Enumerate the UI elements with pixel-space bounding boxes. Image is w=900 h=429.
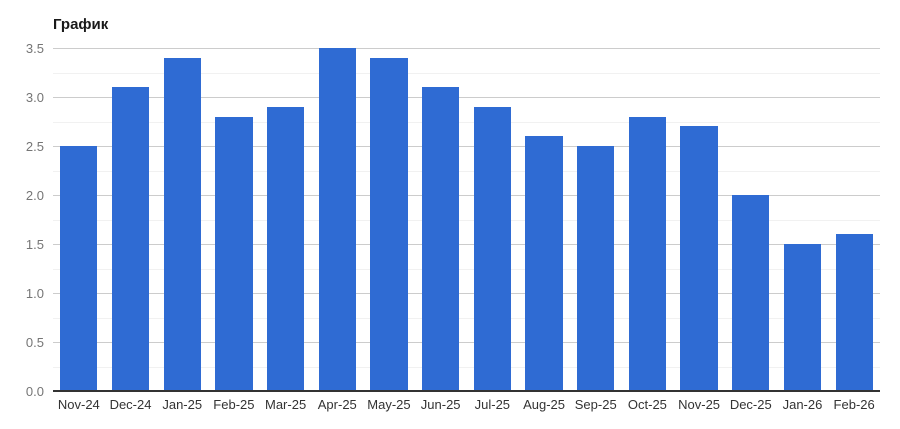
bar-slot <box>673 48 725 391</box>
x-axis-category-label: Oct-25 <box>627 397 667 412</box>
bar-Nov-24[interactable] <box>60 146 98 391</box>
gridline-major <box>53 146 880 147</box>
bar-Apr-25[interactable] <box>318 48 356 391</box>
bar-slot <box>156 48 208 391</box>
gridline-minor <box>53 121 880 123</box>
bar-slot <box>570 48 622 391</box>
gridline-minor <box>53 170 880 172</box>
x-axis-category-label: Nov-25 <box>678 397 721 412</box>
gridline-minor <box>53 72 880 74</box>
x-axis-category-label: Feb-26 <box>833 397 875 412</box>
y-axis-tick-label: 1.5 <box>25 237 44 252</box>
x-axis-category-label: Aug-25 <box>523 397 565 412</box>
gridline-major <box>53 195 880 196</box>
x-axis: Nov-24 Dec-24 Jan-25 Feb-25 Mar-25 Apr-25 May-… <box>53 397 880 412</box>
bar-Oct-25[interactable] <box>628 116 666 391</box>
gridline-major <box>53 293 880 294</box>
bar-slot <box>363 48 415 391</box>
x-axis-category-label: Apr-25 <box>317 397 357 412</box>
x-axis-category-label: Dec-25 <box>729 397 772 412</box>
x-axis-category-label: Jan-26 <box>782 397 823 412</box>
y-axis-tick-label: 0.0 <box>25 384 44 399</box>
y-axis-tick-label: 1.0 <box>25 286 44 301</box>
bar-Dec-25[interactable] <box>732 195 770 391</box>
bar-slot <box>518 48 570 391</box>
y-axis-tick-label: 2.5 <box>25 139 44 154</box>
bar-Mar-25[interactable] <box>266 106 305 391</box>
chart-title: График <box>53 16 109 33</box>
bar-slot <box>828 48 880 391</box>
bar-Jan-25[interactable] <box>163 57 201 391</box>
bar-Feb-25[interactable] <box>215 116 253 391</box>
bar-slot <box>53 48 105 391</box>
gridline-major <box>53 342 880 343</box>
gridline-major <box>53 97 880 98</box>
bar-slot <box>725 48 777 391</box>
gridline-major <box>53 244 880 245</box>
gridline-minor <box>53 366 880 368</box>
bar-Jun-25[interactable] <box>422 87 460 391</box>
x-axis-category-label: Feb-25 <box>213 397 255 412</box>
bar-slot <box>208 48 260 391</box>
bar-Feb-26[interactable] <box>835 234 873 391</box>
bar-May-25[interactable] <box>370 57 408 391</box>
y-axis-tick-label: 3.0 <box>25 90 44 105</box>
bar-Nov-25[interactable] <box>680 126 718 391</box>
bars-row <box>53 48 880 391</box>
x-axis-category-label: Nov-24 <box>57 397 100 412</box>
x-axis-category-label: Dec-24 <box>109 397 152 412</box>
bar-Aug-25[interactable] <box>525 136 563 391</box>
bar-slot <box>105 48 157 391</box>
bar-slot <box>777 48 829 391</box>
x-axis-baseline <box>53 390 880 392</box>
y-axis-tick-label: 2.0 <box>25 188 44 203</box>
bar-Jul-25[interactable] <box>473 106 511 391</box>
gridline-major <box>53 48 880 49</box>
x-axis-category-label: Sep-25 <box>574 397 617 412</box>
plot-area <box>53 48 880 392</box>
y-axis-tick-label: 3.5 <box>25 41 44 56</box>
gridline-minor <box>53 268 880 270</box>
bar-Jan-26[interactable] <box>783 244 822 391</box>
gridline-minor <box>53 219 880 221</box>
bar-slot <box>415 48 467 391</box>
bar-slot <box>622 48 674 391</box>
x-axis-category-label: Jun-25 <box>420 397 461 412</box>
bar-slot <box>260 48 312 391</box>
y-axis-tick-label: 0.5 <box>25 335 44 350</box>
gridline-minor <box>53 317 880 319</box>
x-axis-category-label: May-25 <box>367 397 411 412</box>
bar-slot <box>311 48 363 391</box>
bar-slot <box>467 48 519 391</box>
bar-Sep-25[interactable] <box>577 146 615 391</box>
x-axis-category-label: Jul-25 <box>474 397 511 412</box>
x-axis-category-label: Jan-25 <box>162 397 203 412</box>
x-axis-category-label: Mar-25 <box>265 397 307 412</box>
bar-Dec-24[interactable] <box>111 87 150 391</box>
